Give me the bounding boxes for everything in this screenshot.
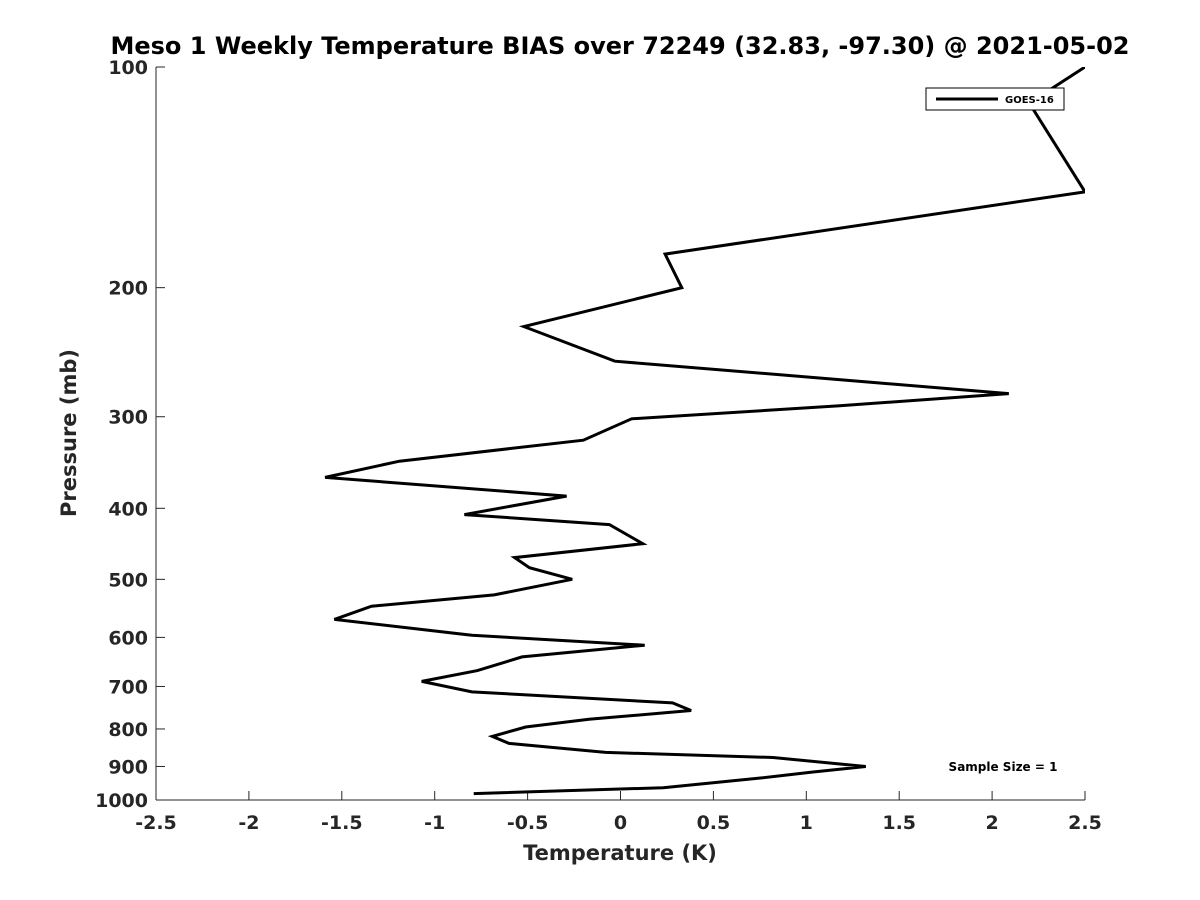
x-tick-label: -2.5 [135,812,177,834]
x-tick-label: 2.5 [1068,812,1102,834]
x-tick-label: -1 [424,812,445,834]
series-line-goes-16 [324,67,1085,796]
x-tick-label: -0.5 [507,812,549,834]
x-tick-label: 1 [800,812,813,834]
x-tick-label: -1.5 [321,812,363,834]
series-layer [324,67,1085,796]
x-ticks: -2.5 -2 -1.5 -1 -0.5 0 0.5 1 1.5 2 2.5 [135,791,1102,834]
x-tick-label: 2 [985,812,998,834]
sample-size-annotation: Sample Size = 1 [949,760,1058,774]
y-tick-label: 1000 [95,790,148,812]
y-tick-label: 800 [108,719,148,741]
y-ticks: 100 200 300 400 500 600 700 800 900 1000 [95,57,165,812]
x-tick-label: 0 [614,812,627,834]
y-tick-label: 300 [108,407,148,429]
x-axis-label: Temperature (K) [523,841,717,865]
y-tick-label: 600 [108,627,148,649]
chart-title: Meso 1 Weekly Temperature BIAS over 7224… [110,32,1129,60]
y-tick-label: 500 [108,569,148,591]
x-tick-label: 0.5 [697,812,731,834]
y-tick-label: 900 [108,756,148,778]
y-tick-label: 100 [108,57,148,79]
legend: GOES-16 [925,87,1065,111]
x-tick-label: 1.5 [882,812,916,834]
y-tick-label: 200 [108,278,148,300]
plot-area [155,67,1085,801]
x-tick-label: -2 [238,812,259,834]
y-axis-label: Pressure (mb) [57,349,81,517]
y-tick-label: 400 [108,498,148,520]
y-tick-label: 700 [108,676,148,698]
legend-label-goes-16: GOES-16 [1005,95,1054,106]
